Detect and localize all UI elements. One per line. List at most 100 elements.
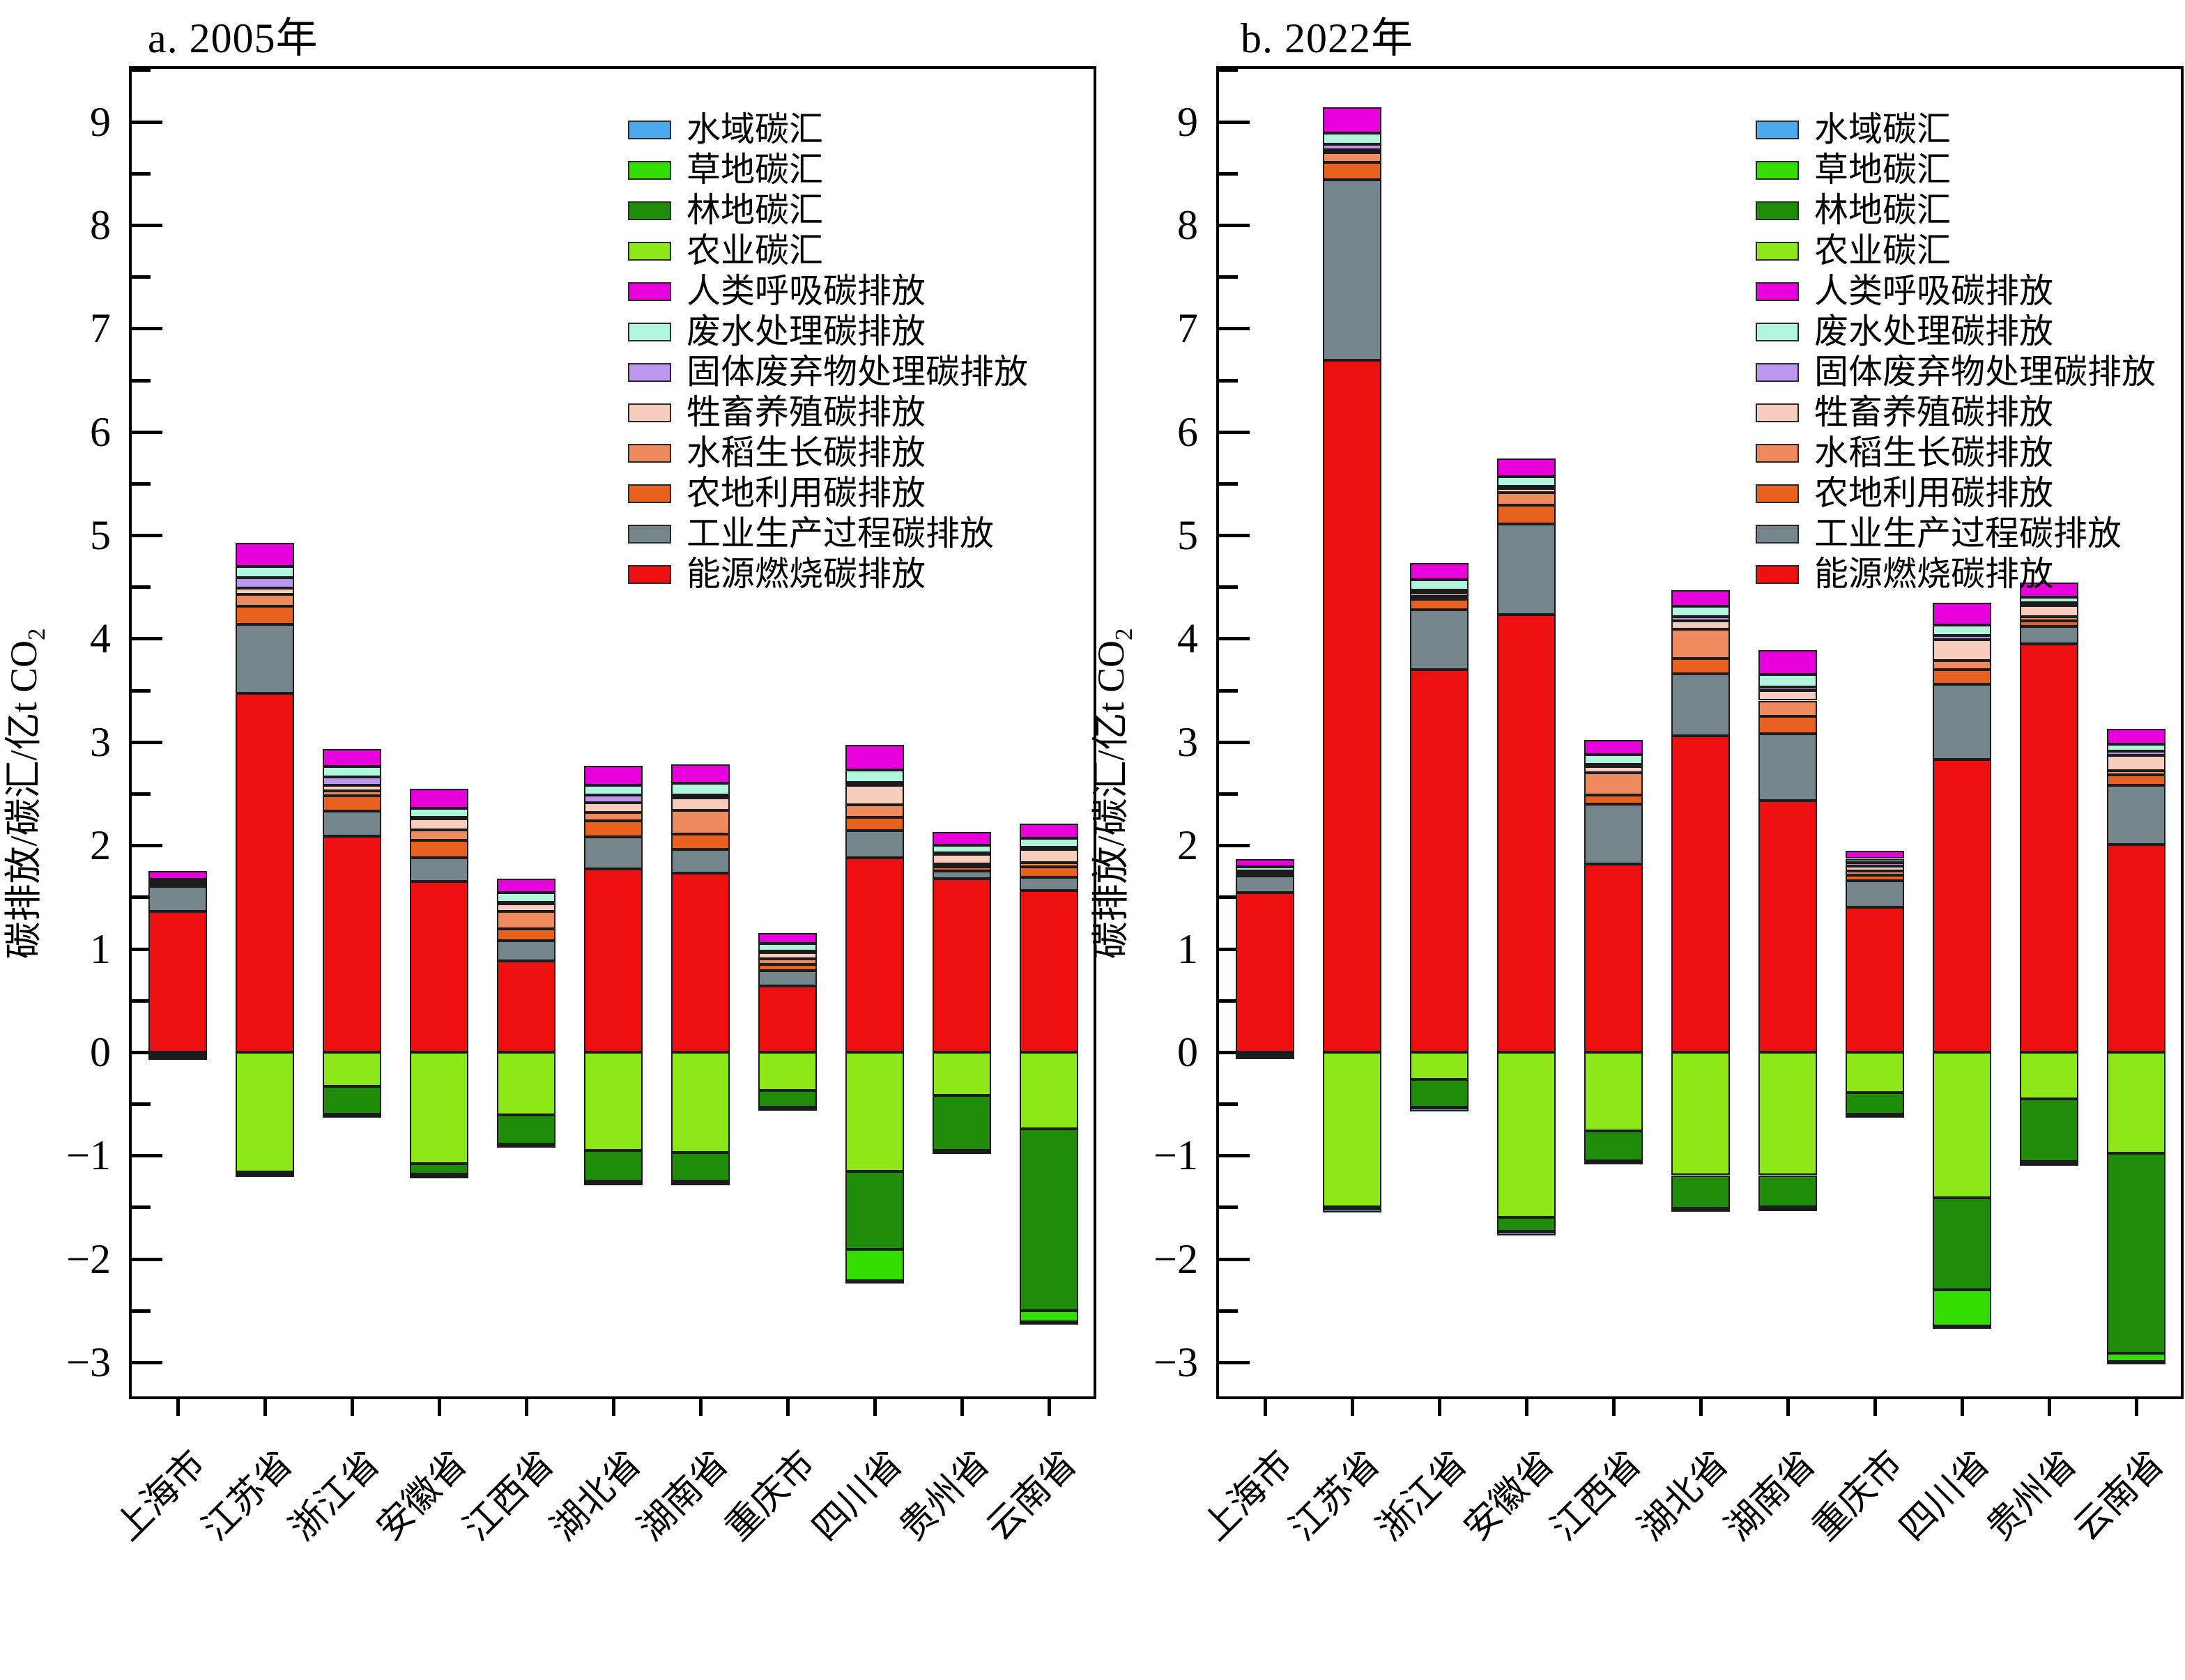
bar-segment	[2107, 844, 2165, 1052]
bar-segment	[1933, 635, 1991, 640]
bar-segment	[1671, 1209, 1730, 1212]
bar-segment	[1758, 1208, 1817, 1211]
y-minor-tick	[132, 792, 151, 796]
bar-segment	[2020, 643, 2078, 1052]
bar-segment	[933, 1051, 991, 1096]
x-tick	[1351, 1396, 1354, 1416]
bar-segment	[2107, 751, 2165, 756]
bar-segment	[410, 829, 468, 840]
bar-segment	[584, 765, 643, 786]
legend-swatch-草地碳汇	[1756, 160, 1799, 180]
y-tick-label: −1	[66, 1132, 111, 1179]
bar-segment	[1584, 764, 1643, 768]
y-tick-label: 6	[90, 408, 111, 455]
bar-segment	[1020, 877, 1078, 891]
y-minor-tick	[1219, 1309, 1238, 1313]
y-minor-tick	[132, 275, 151, 279]
x-tick	[786, 1396, 790, 1416]
bar-segment	[1846, 875, 1904, 881]
panel-2022: b. 2022年 碳排放/碳汇/亿t CO2 9 8 7 6 5 4 3 2 1 0 −1 −2 −3 上…	[1090, 0, 2185, 1548]
x-tick	[1699, 1396, 1703, 1416]
y-major-tick	[132, 1361, 162, 1365]
bar-segment	[2107, 771, 2165, 776]
bar-segment	[148, 911, 207, 1052]
legend-label: 农业碳汇	[687, 231, 824, 270]
bar-segment	[1758, 1175, 1817, 1208]
legend-item: 水域碳汇	[628, 109, 1028, 150]
bar-segment	[1497, 615, 1556, 1052]
legend-item: 废水处理碳排放	[1756, 311, 2156, 352]
legend-swatch-固体废弃物处理碳排放	[628, 362, 671, 382]
y-minor-tick	[132, 378, 151, 383]
bar-segment	[584, 812, 643, 821]
legend-swatch-能源燃烧碳排放	[1756, 564, 1799, 584]
bar-segment	[933, 878, 991, 1052]
bar-segment	[1323, 144, 1381, 150]
y-major-tick	[1219, 224, 1250, 228]
bar-segment	[671, 794, 730, 798]
bar-segment	[1671, 617, 1730, 622]
bar-segment	[1846, 850, 1904, 859]
y-tick-label: 7	[1177, 305, 1198, 352]
bar-segment	[584, 785, 643, 795]
legend-label: 草地碳汇	[687, 151, 824, 189]
legend-label: 农业碳汇	[1814, 231, 1952, 270]
bar-segment	[2020, 626, 2078, 644]
bar-segment	[1846, 1051, 1904, 1093]
bar-segment	[1410, 669, 1469, 1052]
bar-segment	[1758, 733, 1817, 801]
bar-segment	[584, 803, 643, 812]
legend-label: 人类呼吸碳排放	[687, 272, 926, 310]
bar-segment	[1497, 1217, 1556, 1231]
legend-item: 草地碳汇	[628, 150, 1028, 190]
y-major-tick	[132, 947, 162, 951]
bar-segment	[236, 577, 294, 588]
legend-label: 固体废弃物处理碳排放	[1814, 353, 2156, 391]
legend-item: 人类呼吸碳排放	[1756, 271, 2156, 311]
bar-segment	[1846, 871, 1904, 876]
x-tick	[1961, 1396, 1964, 1416]
legend-swatch-林地碳汇	[628, 201, 671, 220]
legend-swatch-人类呼吸碳排放	[628, 282, 671, 301]
legend-label: 固体废弃物处理碳排放	[687, 353, 1029, 391]
bar-segment	[671, 783, 730, 795]
bar-segment	[2107, 743, 2165, 752]
bar-segment	[1323, 132, 1381, 145]
y-tick-label: 6	[1177, 408, 1198, 455]
bar-segment	[1020, 847, 1078, 851]
y-tick-label: 1	[90, 925, 111, 972]
x-tick	[699, 1396, 703, 1416]
bar-segment	[1758, 716, 1817, 734]
bar-segment	[584, 1150, 643, 1182]
bar-segment	[1671, 658, 1730, 674]
bar-segment	[410, 817, 468, 821]
legend-item: 固体废弃物处理碳排放	[1756, 352, 2156, 392]
y-minor-tick	[1219, 792, 1238, 796]
x-tick	[1786, 1396, 1790, 1416]
bar-segment	[845, 1249, 904, 1281]
legend-label: 废水处理碳排放	[687, 312, 926, 350]
bar-segment	[497, 1051, 555, 1116]
bar-segment	[1497, 493, 1556, 506]
y-minor-tick	[132, 68, 151, 72]
bar-segment	[584, 1051, 643, 1150]
y-tick-label: 7	[90, 305, 111, 352]
bar-segment	[497, 929, 555, 941]
legend-item: 农地利用碳排放	[628, 473, 1028, 514]
bar-segment	[1323, 1051, 1381, 1208]
bar-segment	[1758, 649, 1817, 675]
legend-label: 水稻生长碳排放	[1814, 433, 2054, 472]
bar-segment	[2107, 785, 2165, 845]
bar-segment	[2107, 1153, 2165, 1353]
bar-segment	[933, 845, 991, 853]
bar-segment	[1933, 669, 1991, 684]
x-tick	[873, 1396, 877, 1416]
bar-segment	[845, 858, 904, 1052]
bar-segment	[1846, 1114, 1904, 1118]
bar-segment	[236, 594, 294, 607]
bar-segment	[845, 1171, 904, 1250]
bar-segment	[2020, 583, 2078, 598]
bar-segment	[1933, 684, 1991, 760]
bar-segment	[933, 867, 991, 872]
bar-segment	[845, 1280, 904, 1284]
